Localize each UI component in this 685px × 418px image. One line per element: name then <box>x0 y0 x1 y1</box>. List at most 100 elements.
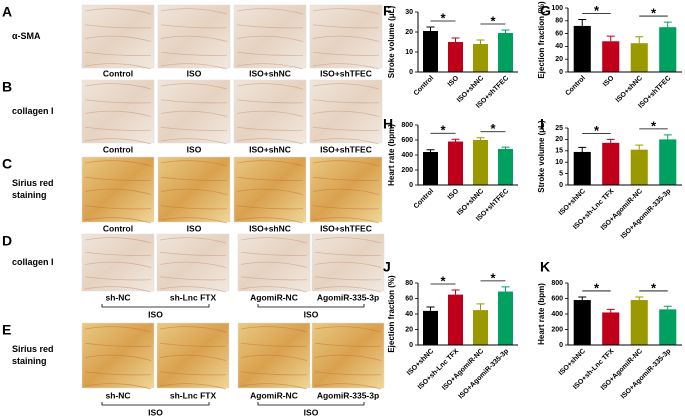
error-bar <box>451 138 460 142</box>
tissue-fiber <box>240 237 308 244</box>
y-tick-label: 0 <box>559 69 563 76</box>
significance-label: * <box>440 123 446 138</box>
bar <box>448 42 463 72</box>
x-tick-label: ISO+AgomiR-335-3p <box>458 348 511 401</box>
tissue-fiber <box>240 286 308 293</box>
error-bar <box>606 138 615 143</box>
image-caption: sh-NC <box>105 390 130 400</box>
micrograph <box>157 156 231 223</box>
tissue-fiber <box>236 99 304 104</box>
tissue-fiber <box>84 383 152 390</box>
error-bar <box>578 19 587 26</box>
error-bar <box>663 21 672 28</box>
tissue-fiber <box>312 8 380 15</box>
y-axis-label: Stroke volume (μL) <box>537 120 546 193</box>
tissue-fiber <box>236 8 304 15</box>
tissue-fiber <box>314 383 382 390</box>
panel-letter: F <box>383 3 392 19</box>
y-tick-label: 40 <box>405 311 413 318</box>
image-caption: ISO+shNC <box>249 144 291 154</box>
y-tick-label: 40 <box>555 43 563 50</box>
tissue-fiber <box>236 83 304 90</box>
image-caption: AgomiR-NC <box>250 292 298 302</box>
bar <box>630 300 648 345</box>
tissue-fiber <box>236 110 304 117</box>
tissue-fiber <box>159 261 227 268</box>
tissue-fiber <box>312 188 380 195</box>
bar <box>659 27 677 72</box>
significance-label: * <box>651 6 657 21</box>
row-label: staining <box>12 356 47 366</box>
tissue-fiber <box>160 188 228 195</box>
tissue-fiber <box>160 83 228 90</box>
panel-letter: K <box>540 259 550 275</box>
tissue-fiber <box>240 276 308 281</box>
tissue-fiber <box>236 126 304 131</box>
error-bar <box>606 308 615 313</box>
tissue-fiber <box>84 286 152 293</box>
image-caption: AgomiR-335-3p <box>317 390 379 400</box>
tissue-fiber <box>312 99 380 104</box>
tissue-fiber <box>84 99 152 104</box>
tissue-fiber <box>84 251 152 256</box>
image-caption: Control <box>103 68 133 78</box>
tissue-fiber <box>160 51 228 56</box>
error-bar <box>578 146 587 152</box>
significance-label: * <box>651 280 657 295</box>
tissue-fiber <box>236 24 304 29</box>
tissue-fiber <box>314 237 382 244</box>
bar <box>423 31 438 72</box>
image-caption: ISO+shTFEC <box>320 223 372 233</box>
panel-letter: E <box>2 322 11 338</box>
tissue-fiber <box>314 342 382 347</box>
error-bar <box>501 146 510 149</box>
tissue-fiber <box>314 371 382 376</box>
image-caption: sh-Lnc FTX <box>170 390 217 400</box>
y-tick-label: 800 <box>551 280 563 287</box>
significance-label: * <box>594 123 600 138</box>
y-tick-label: 60 <box>405 295 413 302</box>
group-bracket <box>257 304 365 308</box>
error-bar <box>635 144 644 150</box>
panel-letter: D <box>2 233 12 249</box>
tissue-fiber <box>160 63 228 70</box>
tissue-fiber <box>236 217 304 224</box>
x-tick-label: ISO+shNC <box>558 188 587 217</box>
image-caption: sh-NC <box>105 292 130 302</box>
y-tick-label: 80 <box>405 280 413 287</box>
tissue-fiber <box>84 51 152 56</box>
error-bar <box>426 306 435 311</box>
tissue-fiber <box>240 326 308 333</box>
bar <box>630 149 648 185</box>
tissue-fiber <box>312 83 380 90</box>
tissue-fiber <box>159 251 227 256</box>
error-bar <box>663 305 672 310</box>
tissue-fiber <box>240 251 308 256</box>
tissue-fiber <box>160 8 228 15</box>
y-axis-label: Heart rate (bpm) <box>387 124 396 186</box>
row-label: Sirius red <box>12 178 54 188</box>
y-tick-label: 60 <box>555 30 563 37</box>
error-bar <box>476 39 485 44</box>
tissue-fiber <box>84 63 152 70</box>
bar <box>602 142 620 185</box>
y-tick-label: 800 <box>401 122 413 129</box>
image-caption: ISO+shNC <box>249 68 291 78</box>
y-tick-label: 200 <box>401 167 413 174</box>
tissue-fiber <box>84 326 152 333</box>
y-tick-label: 0 <box>559 342 563 349</box>
group-bracket <box>101 402 210 406</box>
row-label: collagen I <box>12 106 54 116</box>
y-tick-label: 200 <box>551 326 563 333</box>
panel-letter: B <box>2 79 12 95</box>
bar <box>473 44 488 72</box>
tissue-fiber <box>236 188 304 195</box>
tissue-fiber <box>236 176 304 181</box>
bar <box>448 141 463 185</box>
tissue-fiber <box>84 126 152 131</box>
tissue-fiber <box>240 342 308 347</box>
group-bracket <box>101 304 210 308</box>
y-axis-label: Ejection fraction (%) <box>387 275 396 353</box>
tissue-fiber <box>160 99 228 104</box>
panel-letter: A <box>2 4 12 20</box>
